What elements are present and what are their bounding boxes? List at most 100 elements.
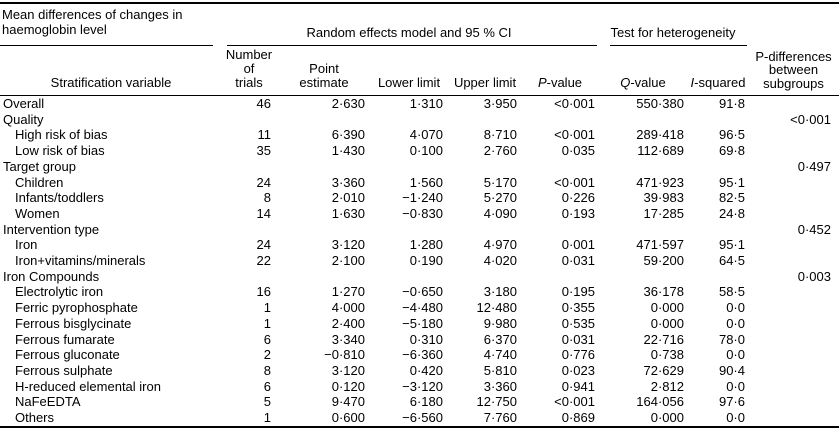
row-label: H-reduced elemental iron xyxy=(15,378,161,394)
cell-p-value: <0·001 xyxy=(554,127,595,143)
cell-upper-limit: 5·270 xyxy=(483,190,517,206)
cell-trials xyxy=(220,159,278,175)
cell-p-diff: 0·497 xyxy=(797,158,831,174)
row-label: Iron Compounds xyxy=(3,268,100,284)
cell-p-diff xyxy=(748,300,839,316)
cell-trials: 1 xyxy=(263,300,271,316)
cell-trials: 46 xyxy=(256,96,271,111)
random-effects-rule xyxy=(227,45,597,46)
cell-q-value: 72·629 xyxy=(643,362,684,378)
cell-q-value: 0·738 xyxy=(650,347,684,363)
row-label: Infants/toddlers xyxy=(15,190,104,206)
cell-lower-limit: 0·420 xyxy=(409,362,443,378)
cell-p-value: 0·035 xyxy=(561,143,595,159)
cell-p-value xyxy=(522,222,598,238)
cell-upper-limit: 3·950 xyxy=(483,96,517,111)
cell-trials: 8 xyxy=(263,362,271,378)
cell-upper-limit: 12·750 xyxy=(476,394,517,410)
cell-lower-limit: −4·480 xyxy=(402,300,443,316)
cell-i-squared: 82·5 xyxy=(718,190,745,206)
cell-p-diff xyxy=(748,190,839,206)
spanner-heterogeneity: Test for heterogeneity xyxy=(598,3,748,46)
cell-q-value xyxy=(598,222,688,238)
heterogeneity-rule xyxy=(610,45,747,46)
cell-lower-limit: 1·280 xyxy=(409,237,443,253)
cell-p-diff xyxy=(748,379,839,395)
cell-q-value xyxy=(598,159,688,175)
cell-q-value: 112·689 xyxy=(637,143,684,159)
cell-p-value: 0·776 xyxy=(561,347,595,363)
table-row: Children 24 3·360 1·560 5·170 <0·001 471… xyxy=(0,175,839,191)
cell-q-value: 0·000 xyxy=(650,410,684,426)
table-row: NaFeEDTA 5 9·470 6·180 12·750 <0·001 164… xyxy=(0,394,839,410)
cell-upper-limit xyxy=(448,112,522,128)
cell-q-value: 2·812 xyxy=(650,378,684,394)
cell-lower-limit xyxy=(370,269,448,285)
cell-upper-limit xyxy=(448,269,522,285)
cell-q-value: 36·178 xyxy=(643,284,684,300)
table-row-group-target-group: Target group 0·497 xyxy=(0,159,839,175)
cell-p-value: 0·226 xyxy=(561,190,595,206)
cell-point-estimate: 3·340 xyxy=(331,331,365,347)
cell-i-squared: 58·5 xyxy=(718,284,745,300)
cell-trials: 35 xyxy=(256,143,271,159)
cell-trials: 22 xyxy=(256,253,271,269)
cell-trials xyxy=(220,222,278,238)
cell-upper-limit: 6·370 xyxy=(483,331,517,347)
cell-upper-limit: 9·980 xyxy=(483,315,517,331)
cell-lower-limit: 0·310 xyxy=(409,331,443,347)
cell-trials: 11 xyxy=(257,127,272,143)
col-header-number-of-trials: Number of trials xyxy=(220,46,278,96)
cell-i-squared: 0·0 xyxy=(726,347,745,363)
cell-p-diff xyxy=(748,253,839,269)
cell-i-squared: 64·5 xyxy=(718,253,745,269)
row-label: Ferrous gluconate xyxy=(15,347,120,363)
cell-q-value: 0·000 xyxy=(650,300,684,316)
cell-i-squared xyxy=(688,222,748,238)
cell-point-estimate xyxy=(278,159,370,175)
cell-upper-limit: 5·170 xyxy=(483,174,517,190)
cell-point-estimate: 4·000 xyxy=(331,300,365,316)
row-label: NaFeEDTA xyxy=(15,394,81,410)
cell-lower-limit xyxy=(370,112,448,128)
table-row: Ferric pyrophosphate 1 4·000 −4·480 12·4… xyxy=(0,300,839,316)
table-row: Ferrous sulphate 8 3·120 0·420 5·810 0·0… xyxy=(0,363,839,379)
col-header-p-value: P-value xyxy=(522,46,598,96)
cell-p-diff xyxy=(748,347,839,363)
table-row: Infants/toddlers 8 2·010 −1·240 5·270 0·… xyxy=(0,190,839,206)
cell-upper-limit xyxy=(448,222,522,238)
cell-p-diff xyxy=(748,127,839,143)
cell-i-squared: 91·8 xyxy=(718,96,745,111)
col-header-i-squared: I-squared xyxy=(688,46,748,96)
cell-i-squared: 96·5 xyxy=(718,127,745,143)
cell-point-estimate: 9·470 xyxy=(331,394,365,410)
cell-p-diff xyxy=(748,96,839,112)
cell-i-squared: 0·0 xyxy=(726,410,745,426)
cell-upper-limit: 7·760 xyxy=(483,410,517,426)
cell-point-estimate: 2·010 xyxy=(331,190,365,206)
cell-p-diff: 0·452 xyxy=(797,221,831,237)
cell-p-value: <0·001 xyxy=(554,174,595,190)
cell-lower-limit: 6·180 xyxy=(409,394,443,410)
row-label: Ferrous sulphate xyxy=(15,362,113,378)
meta-analysis-table: Mean differences of changes in haemoglob… xyxy=(0,2,839,428)
table-row: Iron 24 3·120 1·280 4·970 0·001 471·597 … xyxy=(0,237,839,253)
table-title-cell: Mean differences of changes in haemoglob… xyxy=(0,3,220,46)
cell-i-squared: 90·4 xyxy=(718,362,745,378)
cell-point-estimate: 2·400 xyxy=(331,315,365,331)
cell-point-estimate: 6·390 xyxy=(331,127,365,143)
cell-p-diff xyxy=(748,332,839,348)
cell-upper-limit: 2·760 xyxy=(483,143,517,159)
cell-q-value: 550·380 xyxy=(636,96,684,111)
cell-point-estimate: 1·270 xyxy=(331,284,365,300)
cell-trials xyxy=(220,112,278,128)
row-label: Overall xyxy=(3,96,45,111)
col-header-point-estimate: Point estimate xyxy=(278,46,370,96)
cell-p-value: 0·869 xyxy=(561,410,595,426)
cell-point-estimate: 3·120 xyxy=(331,237,365,253)
cell-lower-limit: 0·100 xyxy=(409,143,443,159)
row-label: Women xyxy=(15,205,60,221)
table-row: Electrolytic iron 16 1·270 −0·650 3·180 … xyxy=(0,284,839,300)
cell-point-estimate: 0·120 xyxy=(331,378,365,394)
cell-trials: 1 xyxy=(263,315,271,331)
